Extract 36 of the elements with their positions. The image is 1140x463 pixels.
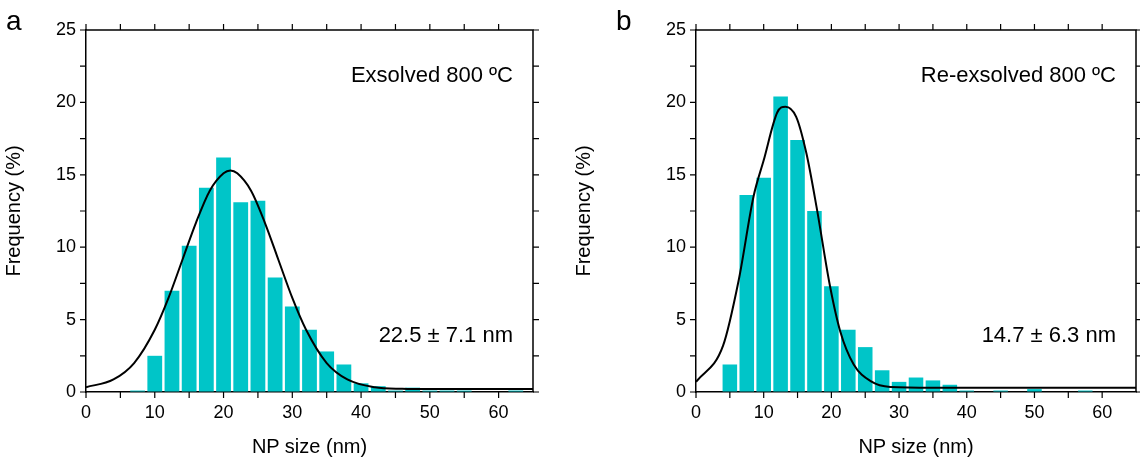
y-tick-label: 5	[65, 308, 76, 329]
y-tick-label: 20	[665, 91, 686, 112]
x-axis-title: NP size (nm)	[858, 434, 974, 457]
y-tick-label: 25	[665, 18, 686, 39]
x-tick-label: 40	[956, 401, 977, 422]
chart-title: b	[616, 4, 632, 36]
annotation: 14.7 ± 6.3 nm	[981, 321, 1116, 347]
y-tick-label: 20	[55, 91, 76, 112]
y-axis-title: Frequency (%)	[1, 145, 24, 277]
y-axis-title: Frequency (%)	[571, 145, 594, 277]
x-tick-label: 0	[690, 401, 702, 422]
y-tick-label: 0	[65, 380, 76, 401]
x-tick-label: 20	[821, 401, 842, 422]
annotation: 22.5 ± 7.1 nm	[378, 321, 513, 347]
y-tick-label: 0	[675, 380, 686, 401]
x-tick-label: 60	[488, 401, 509, 422]
x-axis-title: NP size (nm)	[251, 434, 368, 457]
x-tick-label: 50	[1024, 401, 1045, 422]
chart-title: a	[6, 4, 22, 36]
x-tick-label: 30	[282, 401, 303, 422]
y-tick-label: 10	[55, 236, 76, 257]
x-tick-label: 0	[80, 401, 92, 422]
x-tick-label: 50	[419, 401, 440, 422]
x-tick-label: 10	[753, 401, 774, 422]
y-tick-label: 5	[675, 308, 686, 329]
annotation: Exsolved 800 ºC	[350, 62, 514, 88]
y-tick-label: 15	[665, 163, 686, 184]
x-tick-label: 30	[889, 401, 910, 422]
y-tick-label: 10	[665, 236, 686, 257]
x-tick-label: 40	[351, 401, 372, 422]
x-tick-label: 10	[144, 401, 165, 422]
x-tick-label: 20	[213, 401, 234, 422]
y-tick-label: 15	[55, 163, 76, 184]
annotation: Re-exsolved 800 ºC	[920, 62, 1117, 88]
y-tick-label: 25	[55, 18, 76, 39]
x-tick-label: 60	[1092, 401, 1113, 422]
